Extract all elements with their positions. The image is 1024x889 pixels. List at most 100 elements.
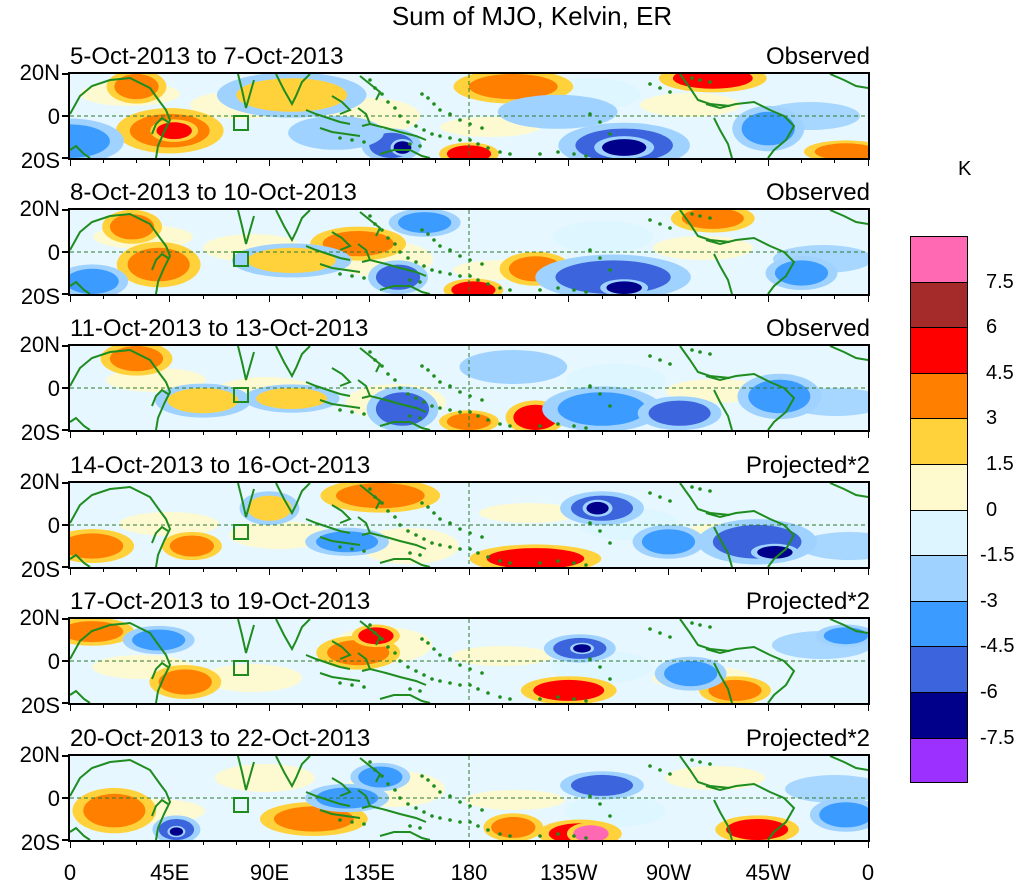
coastline [379,421,431,430]
panel-date-range: 17-Oct-2013 to 19-Oct-2013 [70,588,371,615]
island [572,697,576,701]
island [668,90,672,94]
x-axis-tick [435,705,437,708]
island [368,214,372,218]
x-axis-tick [302,432,304,435]
coastline [705,372,796,430]
panel-date-range: 20-Oct-2013 to 22-Oct-2013 [70,725,371,752]
y-axis-tick [62,345,68,347]
island [438,816,442,820]
coastline [369,668,427,686]
x-axis-tick [368,705,370,711]
coastline [305,245,351,261]
island [408,142,412,146]
island [588,248,592,252]
island [398,523,402,527]
island [338,818,342,822]
coastline [237,756,255,791]
anomaly-band [202,664,302,692]
x-axis-tick [834,296,836,299]
colorbar-tick-label: 3 [986,407,998,430]
anomaly-contour [757,546,793,559]
map-panel [68,481,870,569]
island [690,212,694,216]
x-axis-tick [69,705,71,711]
island [420,228,424,232]
coastline [357,107,372,127]
coastline [829,619,868,634]
colorbar-unit: K [958,158,972,180]
island [438,517,442,521]
coastline [357,243,372,263]
region-box [233,251,249,267]
x-axis-tick [136,842,137,845]
x-axis-tick [801,160,802,163]
coastline [70,485,172,567]
island [572,288,576,292]
island [406,256,410,260]
coastline [151,661,169,680]
coastline [305,381,351,397]
anomaly-contour [573,644,591,653]
coastline [713,662,733,703]
coastline [331,367,352,387]
island [588,794,592,798]
anomaly-contour [648,400,711,426]
island [398,386,402,390]
x-axis-tick [368,842,370,848]
coastline [275,483,311,516]
island [380,774,384,778]
colorbar-tick-label: 1.5 [986,453,1014,475]
island [406,120,410,124]
island [430,677,434,681]
island [373,358,377,362]
coastline [151,116,169,135]
island [408,414,412,418]
x-axis-tick [801,842,802,845]
x-axis-tick-label: 45W [745,860,791,885]
x-axis-tick-label: 0 [861,860,875,885]
panel-status-label: Observed [765,179,870,206]
x-axis-tick [867,432,869,438]
y-axis-tick-label: 20N [19,332,60,357]
x-axis-tick [801,432,802,435]
x-axis-tick [402,569,403,572]
coastline [70,553,91,567]
island [698,78,702,82]
island [418,416,422,420]
island [432,511,436,515]
coastline [713,253,733,294]
region-box [233,387,249,403]
island [426,641,430,645]
x-axis-tick [235,569,237,572]
coastline [679,619,731,652]
island [458,547,462,551]
anomaly-contour [158,669,212,695]
coastline [679,210,731,243]
island [668,226,672,230]
island [698,487,702,491]
island [458,683,462,687]
temperature-anomaly-map [70,756,868,840]
x-axis-tick [102,569,104,572]
x-axis-tick [668,160,669,166]
coastline [275,619,311,652]
coastline [237,346,255,381]
x-axis-tick-label: 90E [249,860,290,885]
island [458,138,462,142]
island [458,527,462,531]
island [476,142,480,146]
island [690,621,694,625]
island [486,418,490,422]
island [422,400,426,404]
anomaly-contour [469,74,558,100]
island [438,244,442,248]
x-axis-tick [701,432,703,435]
y-axis-tick-label: 20S [20,284,60,309]
coastline [237,619,255,654]
anomaly-contour [70,533,124,559]
island [458,663,462,667]
x-axis-tick [169,705,171,711]
island [368,350,372,354]
island [486,555,490,559]
